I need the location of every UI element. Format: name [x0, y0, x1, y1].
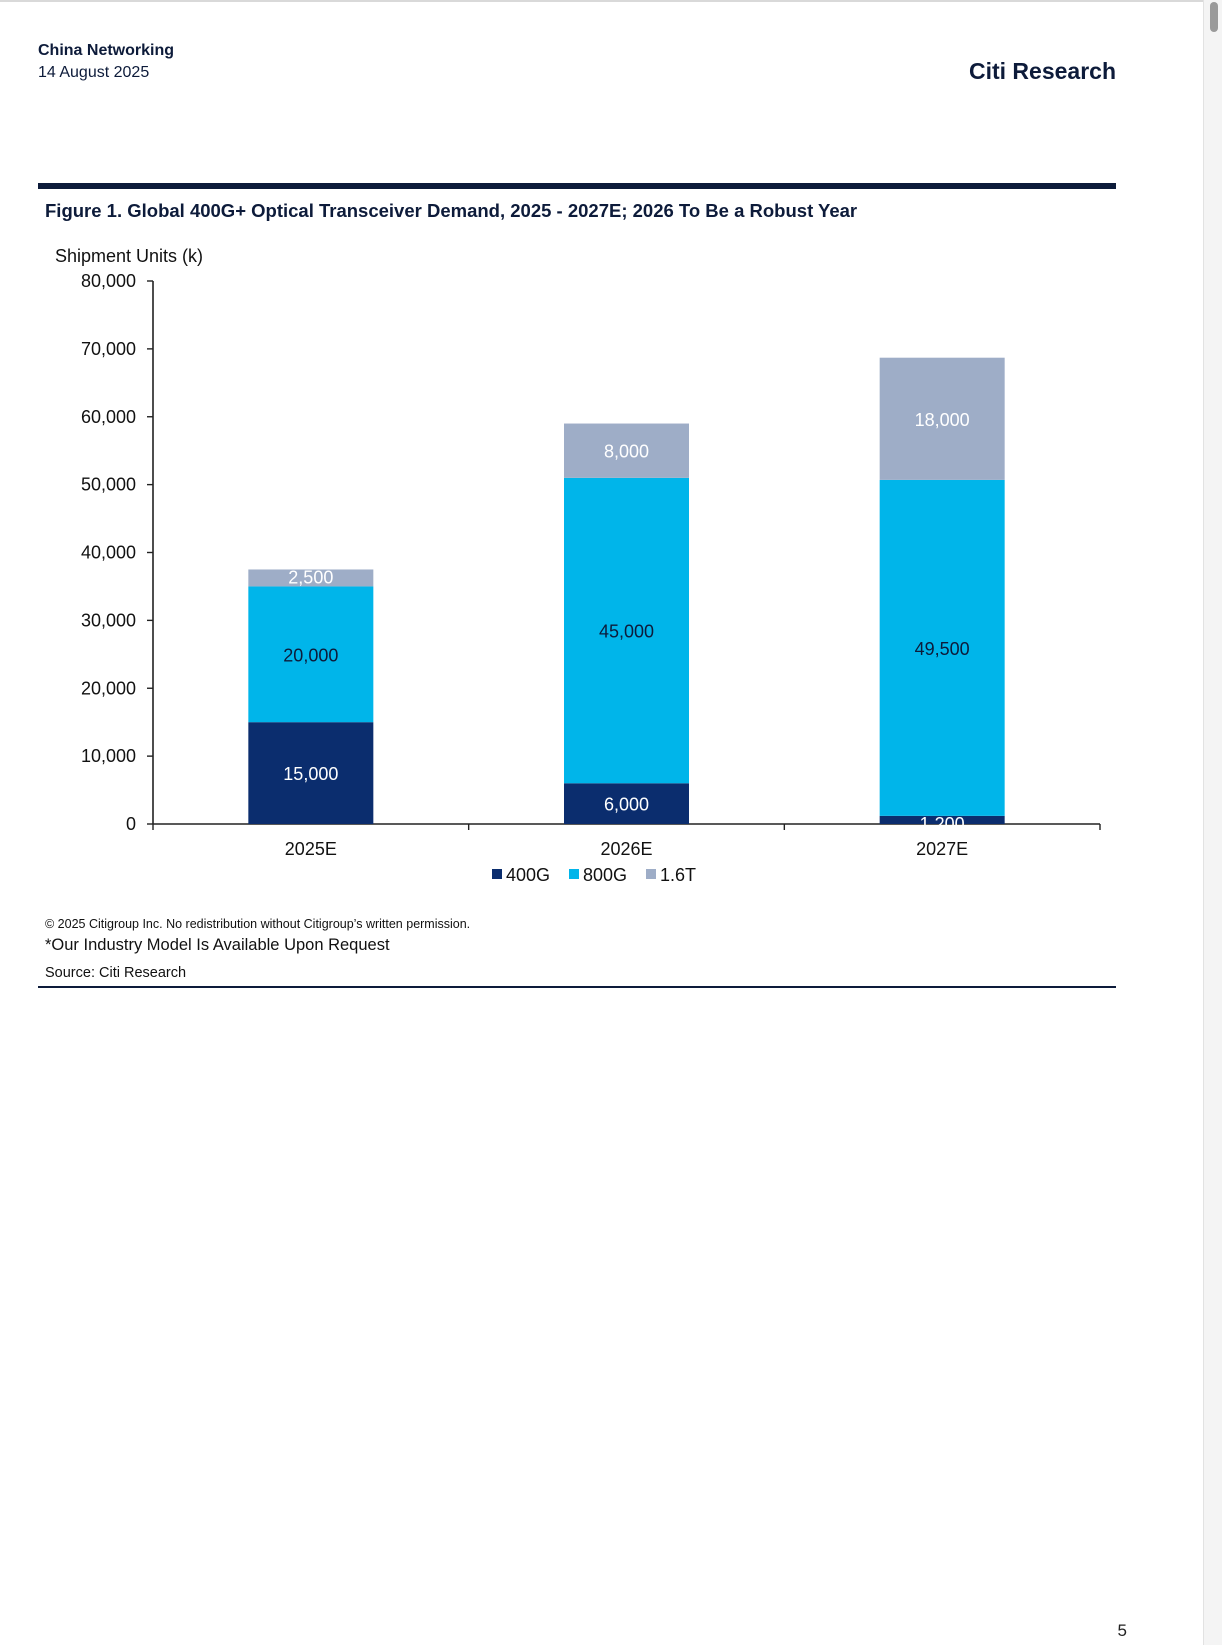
data-label: 15,000	[283, 764, 338, 784]
data-label: 6,000	[604, 795, 649, 815]
brand-name: Citi Research	[968, 58, 1116, 84]
x-tick-label: 2026E	[600, 839, 652, 859]
legend-label: 400G	[506, 865, 550, 885]
bar-segment-400g	[879, 815, 1005, 824]
x-tick-label: 2025E	[285, 839, 337, 859]
bar-segment-400g	[564, 783, 689, 824]
y-tick-label: 0	[126, 814, 136, 834]
y-tick-label: 20,000	[81, 678, 136, 698]
y-tick-label: 40,000	[81, 543, 136, 563]
y-tick-label: 80,000	[81, 271, 136, 291]
y-tick-label: 50,000	[81, 475, 136, 495]
data-label: 8,000	[604, 442, 649, 462]
copyright-notice: © 2025 Citigroup Inc. No redistribution …	[45, 917, 471, 931]
figure-top-rule	[38, 183, 1116, 189]
legend-swatch-800g	[569, 869, 579, 879]
y-tick-label: 70,000	[81, 339, 136, 359]
bar-segment-1-6t	[564, 423, 689, 478]
bar-segment-1-6t	[879, 357, 1005, 480]
bar-segment-800g	[248, 586, 374, 723]
page-top-border	[0, 0, 1222, 2]
model-note: *Our Industry Model Is Available Upon Re…	[45, 936, 390, 954]
data-label: 45,000	[599, 622, 654, 642]
x-tick-label: 2027E	[916, 839, 968, 859]
stacked-bar-chart: Shipment Units (k) 0 10,000 20,000 30,000 40,…	[55, 246, 1101, 885]
data-label: 49,500	[915, 639, 970, 659]
header-section-name: China Networking	[38, 42, 175, 59]
y-tick-label: 10,000	[81, 746, 136, 766]
scrollbar-thumb[interactable]	[1210, 2, 1218, 32]
figure-title: Figure 1. Global 400G+ Optical Transceiv…	[45, 200, 858, 221]
bar-segment-1-6t	[248, 569, 374, 587]
bar-segment-800g	[879, 479, 1005, 816]
y-tick-label: 60,000	[81, 407, 136, 427]
legend-swatch-400g	[492, 869, 502, 879]
header-date: 14 August 2025	[38, 64, 150, 81]
data-label: 2,500	[288, 567, 333, 587]
source-line: Source: Citi Research	[45, 965, 187, 981]
y-tick-label: 30,000	[81, 610, 136, 630]
legend-swatch-1-6t	[646, 869, 656, 879]
data-label: 1,200	[920, 814, 965, 834]
bar-segment-400g	[248, 722, 374, 824]
bar-segment-800g	[564, 477, 689, 784]
data-label: 20,000	[283, 645, 338, 665]
scrollbar[interactable]	[1203, 0, 1222, 1645]
legend-label: 800G	[583, 865, 627, 885]
page-number: 5	[1117, 1621, 1127, 1640]
y-axis-title: Shipment Units (k)	[55, 246, 203, 266]
figure-bottom-rule	[38, 986, 1116, 988]
legend-label: 1.6T	[660, 865, 696, 885]
data-label: 18,000	[915, 410, 970, 430]
